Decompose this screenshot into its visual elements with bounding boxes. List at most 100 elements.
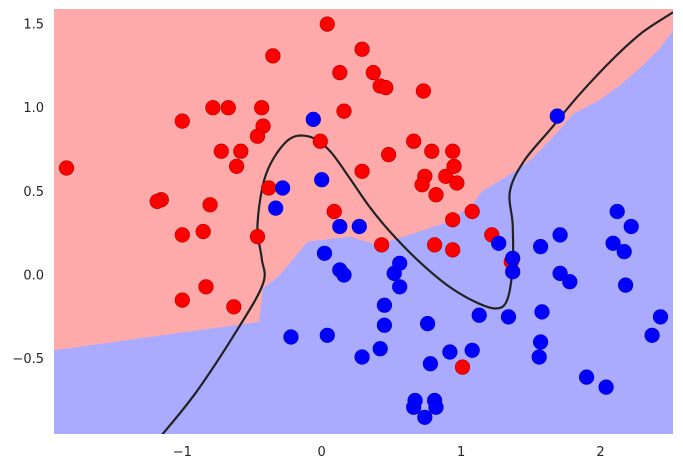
- class-1-point: [354, 349, 370, 365]
- class-0-point: [374, 237, 390, 253]
- y-tick-label: 0.0: [23, 269, 44, 284]
- y-tick-label: −0.5: [12, 352, 44, 367]
- y-tick-label: 1.0: [23, 101, 44, 116]
- class-0-point: [58, 160, 75, 176]
- x-tick-label: 2: [596, 445, 604, 460]
- y-tick-labels: −0.5 0.0 0.5 1.0 1.5: [12, 18, 44, 368]
- class-1-point: [598, 379, 614, 395]
- class-1-point: [605, 235, 621, 251]
- class-1-point: [617, 277, 634, 293]
- class-0-point: [427, 237, 443, 253]
- class-1-point: [314, 172, 330, 188]
- class-1-point: [552, 227, 568, 243]
- class-0-point: [229, 158, 245, 174]
- class-1-point: [471, 307, 487, 323]
- class-1-point: [319, 327, 335, 343]
- class-0-point: [445, 242, 461, 258]
- class-0-point: [449, 175, 465, 191]
- class-1-point: [562, 274, 578, 290]
- class-1-point: [505, 250, 521, 266]
- class-0-point: [220, 100, 236, 116]
- class-0-point: [249, 229, 266, 245]
- class-1-point: [532, 334, 549, 350]
- class-0-point: [454, 359, 471, 375]
- class-1-point: [275, 180, 291, 196]
- class-0-point: [445, 143, 461, 159]
- class-0-point: [378, 79, 394, 96]
- class-0-point: [406, 133, 422, 149]
- x-tick-label: 1: [457, 445, 465, 460]
- class-0-point: [213, 143, 229, 159]
- class-1-point: [305, 111, 321, 127]
- y-tick-label: 0.5: [23, 185, 44, 200]
- class-1-point: [578, 369, 595, 385]
- class-1-point: [652, 309, 669, 325]
- class-1-point: [372, 341, 388, 357]
- class-1-point: [491, 235, 507, 251]
- class-1-point: [407, 392, 423, 409]
- class-0-point: [424, 143, 440, 159]
- class-1-point: [532, 239, 549, 255]
- class-0-point: [265, 48, 281, 64]
- class-0-point: [438, 168, 454, 184]
- class-0-point: [202, 197, 218, 213]
- class-0-point: [381, 147, 397, 163]
- class-0-point: [195, 223, 211, 240]
- x-tick-labels: −1 0 1 2: [173, 445, 605, 460]
- class-1-point: [422, 356, 439, 372]
- class-1-point: [392, 255, 408, 271]
- class-1-point: [549, 108, 565, 124]
- class-1-point: [623, 218, 639, 235]
- class-1-point: [534, 304, 550, 320]
- class-0-point: [446, 158, 462, 174]
- class-1-point: [283, 329, 299, 345]
- y-tick-label: 1.5: [23, 18, 44, 33]
- class-0-point: [261, 180, 277, 196]
- class-1-point: [376, 317, 393, 333]
- class-0-point: [332, 64, 348, 81]
- class-1-point: [316, 245, 333, 261]
- class-1-point: [268, 200, 284, 216]
- class-1-point: [417, 409, 433, 425]
- class-0-point: [415, 83, 432, 99]
- x-tick-label: −1: [173, 445, 192, 460]
- class-1-point: [376, 297, 393, 313]
- class-1-point: [464, 342, 480, 358]
- class-0-point: [249, 128, 266, 144]
- x-tick-label: 0: [318, 445, 326, 460]
- class-0-point: [365, 64, 381, 81]
- class-0-point: [174, 227, 190, 243]
- class-0-point: [445, 212, 461, 228]
- class-0-point: [312, 133, 328, 149]
- class-0-point: [354, 163, 370, 179]
- class-0-point: [414, 177, 430, 193]
- class-1-point: [644, 327, 660, 343]
- class-1-point: [616, 244, 632, 260]
- class-1-point: [428, 399, 444, 415]
- class-0-point: [205, 100, 221, 116]
- decision-boundary-curve: [161, 11, 673, 434]
- class-1-point: [552, 265, 568, 282]
- class-0-point: [174, 292, 190, 308]
- class-1-point: [332, 218, 348, 235]
- class-1-point: [336, 267, 352, 283]
- plot-area: [54, 9, 673, 434]
- class-0-point: [198, 279, 214, 295]
- class-1-point: [351, 218, 367, 235]
- region-class-1: [54, 30, 673, 434]
- class-0-point: [464, 203, 480, 220]
- class-0-point: [226, 299, 242, 315]
- data-points: [58, 16, 669, 425]
- class-0-point: [233, 143, 249, 159]
- class-0-point: [149, 193, 165, 209]
- class-0-point: [428, 187, 444, 203]
- class-1-point: [505, 264, 521, 280]
- class-0-point: [254, 100, 270, 116]
- class-1-point: [609, 203, 625, 220]
- class-0-point: [326, 203, 342, 220]
- class-0-point: [354, 41, 370, 57]
- class-1-point: [420, 316, 436, 332]
- class-1-point: [500, 309, 517, 325]
- class-1-point: [442, 344, 458, 360]
